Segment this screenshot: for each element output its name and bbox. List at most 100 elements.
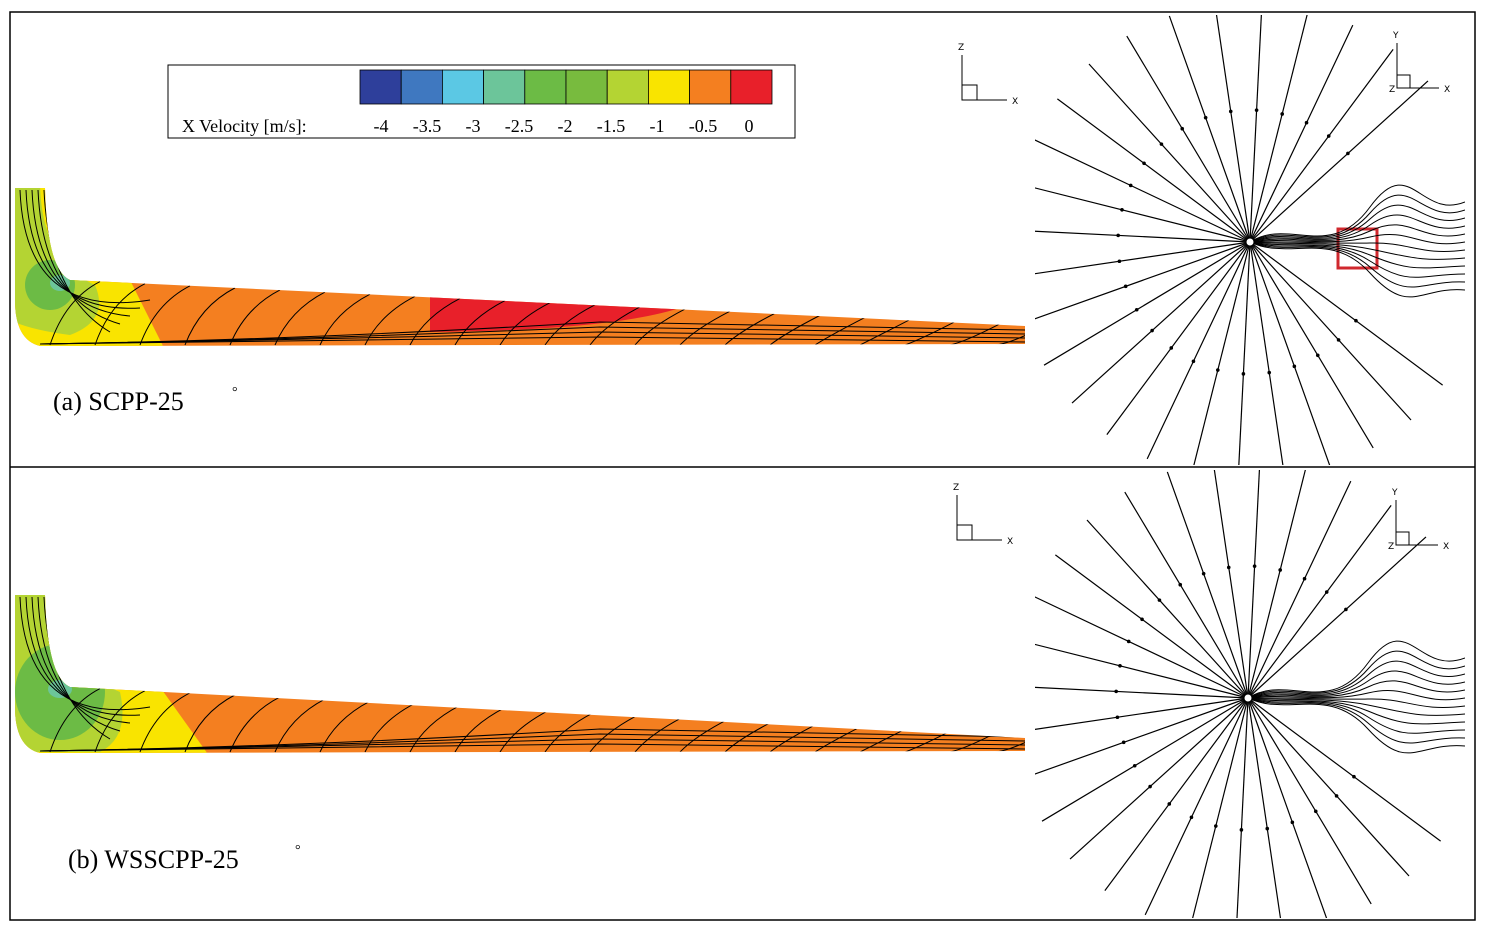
streamline bbox=[859, 319, 911, 346]
arrow-head bbox=[1140, 617, 1144, 622]
streamline bbox=[1238, 241, 1251, 465]
axis-label: X bbox=[1012, 97, 1018, 107]
arrow-head bbox=[1326, 134, 1331, 138]
streamline bbox=[1035, 686, 1249, 699]
arrow-head bbox=[1115, 715, 1120, 720]
arrow-head bbox=[1128, 183, 1133, 188]
streamline bbox=[139, 692, 191, 753]
streamline bbox=[454, 300, 506, 346]
arrow-head bbox=[1216, 368, 1220, 372]
streamline bbox=[1106, 241, 1251, 435]
streamline bbox=[1193, 241, 1251, 465]
streamline bbox=[1247, 470, 1306, 699]
arrow-head bbox=[1344, 607, 1348, 612]
streamline bbox=[43, 189, 111, 333]
streamline bbox=[1247, 697, 1465, 734]
streamline bbox=[454, 707, 506, 753]
degree-sign: ° bbox=[295, 843, 301, 858]
streamline bbox=[769, 314, 821, 346]
streamline bbox=[1249, 241, 1443, 386]
legend-label: -4 bbox=[374, 116, 389, 136]
streamline bbox=[1146, 241, 1251, 460]
arrow-head bbox=[1191, 359, 1196, 364]
streamline bbox=[25, 596, 141, 716]
arrow-head bbox=[1315, 353, 1320, 358]
legend-label: -1 bbox=[650, 116, 665, 136]
arrow-head bbox=[1302, 576, 1307, 581]
arrow-head bbox=[1290, 820, 1295, 825]
streamline bbox=[589, 306, 641, 346]
streamline bbox=[1249, 241, 1465, 278]
streamline bbox=[499, 709, 551, 753]
streamline bbox=[1249, 241, 1284, 465]
streamline bbox=[1249, 24, 1354, 243]
streamline bbox=[139, 285, 191, 346]
legend-swatch bbox=[359, 69, 402, 105]
legend-swatch bbox=[400, 69, 443, 105]
legend-swatch bbox=[483, 69, 526, 105]
center bbox=[1245, 237, 1255, 247]
legend-label: -2.5 bbox=[505, 116, 534, 136]
arrow-head bbox=[1134, 307, 1139, 312]
streamline bbox=[1086, 519, 1249, 699]
streamline bbox=[37, 189, 121, 325]
arrow-head bbox=[1239, 828, 1244, 832]
legend-label: 0 bbox=[745, 116, 754, 136]
streamline bbox=[1168, 15, 1251, 243]
arrow-head bbox=[1336, 338, 1341, 342]
axis-box bbox=[956, 524, 973, 541]
arrow-head bbox=[1280, 112, 1284, 116]
streamline bbox=[1249, 214, 1465, 243]
arrow-head bbox=[1150, 328, 1154, 333]
streamline bbox=[1035, 596, 1249, 699]
streamline bbox=[1247, 697, 1441, 842]
arrow-head bbox=[1226, 565, 1231, 570]
streamline bbox=[1247, 697, 1465, 708]
streamline bbox=[1249, 241, 1374, 449]
legend-swatch bbox=[730, 69, 773, 105]
streamline bbox=[634, 308, 686, 346]
arrow-head bbox=[1267, 370, 1272, 375]
arrow-head bbox=[1265, 826, 1270, 831]
streamline bbox=[1126, 35, 1251, 243]
streamline bbox=[1247, 670, 1465, 699]
arrow-head bbox=[1118, 664, 1122, 668]
streamline bbox=[1247, 697, 1465, 716]
streamline bbox=[1035, 139, 1251, 243]
streamline bbox=[1249, 241, 1412, 421]
radial-flow bbox=[1035, 470, 1465, 918]
streamline bbox=[1166, 471, 1249, 699]
streamline bbox=[1247, 697, 1465, 744]
streamline bbox=[1247, 697, 1282, 918]
streamline bbox=[1124, 491, 1249, 699]
streamline bbox=[1236, 697, 1249, 918]
axis-box bbox=[961, 84, 978, 101]
streamline bbox=[1247, 470, 1261, 699]
streamline bbox=[1035, 643, 1249, 699]
legend-swatch bbox=[565, 69, 608, 105]
streamline bbox=[49, 281, 101, 346]
streamline bbox=[1247, 697, 1372, 905]
axis-label: X bbox=[1007, 537, 1013, 547]
streamline bbox=[1249, 241, 1465, 269]
axis-label: X bbox=[1444, 85, 1450, 95]
streamline bbox=[19, 189, 151, 304]
streamline bbox=[184, 694, 236, 753]
arrow-head bbox=[1292, 364, 1297, 369]
streamline bbox=[1247, 697, 1328, 918]
arrow-head bbox=[1167, 802, 1172, 806]
streamline bbox=[1249, 241, 1331, 465]
streamline bbox=[1088, 63, 1251, 243]
arrow-head bbox=[1157, 598, 1162, 602]
streamline bbox=[1035, 241, 1251, 275]
arrow-head bbox=[1120, 208, 1124, 212]
radial-flow bbox=[1035, 15, 1465, 465]
legend-swatch bbox=[648, 69, 691, 105]
arrow-head bbox=[1126, 639, 1131, 644]
streamline bbox=[1144, 697, 1249, 916]
axis-label: Y bbox=[1392, 31, 1399, 41]
streamline bbox=[1249, 241, 1465, 298]
arrow-head bbox=[1241, 372, 1246, 376]
arrow-head bbox=[1346, 151, 1350, 156]
streamline bbox=[184, 287, 236, 346]
